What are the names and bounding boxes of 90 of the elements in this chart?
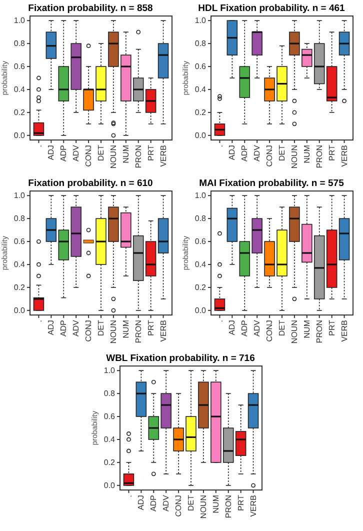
x-tick-label: VERB — [158, 320, 168, 342]
x-tick-label: DET — [96, 144, 106, 161]
x-tick-label: PRT — [146, 144, 156, 161]
x-tick-label: . — [34, 320, 44, 322]
x-tick-label: NOUN — [199, 494, 208, 519]
y-tick-label: 0.4 — [194, 260, 207, 270]
y-tick-label: 0.2 — [194, 108, 207, 118]
x-tick-label: ADJ — [228, 320, 237, 336]
x-tick-label: CONJ — [84, 320, 94, 342]
y-tick-label: 0.4 — [104, 435, 116, 444]
y-tick-label: 0.4 — [194, 85, 207, 94]
x-tick-label: PRON — [134, 144, 143, 168]
x-tick-label: ADV — [72, 319, 81, 336]
x-tick-label: ADP — [59, 145, 68, 162]
x-tick-label: CONJ — [265, 145, 274, 167]
y-tick-label: 0.8 — [14, 214, 26, 224]
x-tick-label: PRON — [314, 144, 324, 168]
chart-title: Fixation probability. n = 610 — [28, 178, 153, 189]
x-tick-label: PRT — [146, 320, 156, 336]
x-tick-label: VERB — [340, 320, 349, 342]
y-tick-label: 0.8 — [14, 39, 26, 48]
x-tick-label: NOUN — [290, 320, 300, 344]
x-tick-label: ADJ — [46, 320, 56, 336]
x-tick-label: ADJ — [46, 145, 56, 160]
chart-title: WBL Fixation probability. n = 716 — [106, 353, 255, 364]
x-tick-label: . — [124, 495, 134, 498]
y-tick-label: 0.2 — [14, 108, 26, 118]
y-tick-label: 0.8 — [194, 214, 207, 224]
chart-title: MAI Fixation probability. n = 575 — [199, 178, 345, 189]
x-tick-label: VERB — [248, 495, 258, 517]
y-tick-label: 1.0 — [14, 191, 26, 200]
x-tick-label: DET — [278, 144, 287, 161]
y-tick-label: 0.4 — [14, 85, 26, 94]
y-tick-label: 0.0 — [14, 306, 26, 315]
y-tick-label: 0.8 — [194, 39, 207, 48]
chart-title: HDL Fixation probability. n = 461 — [198, 3, 346, 14]
x-tick-label: PRT — [327, 320, 336, 336]
y-tick-label: 1.0 — [194, 191, 207, 200]
x-tick-label: NOUN — [109, 320, 118, 344]
x-tick-label: ADP — [59, 320, 68, 336]
x-tick-label: DET — [278, 320, 287, 336]
x-tick-label: PRT — [236, 494, 246, 511]
y-tick-label: 1.0 — [104, 366, 116, 376]
x-tick-label: . — [34, 145, 44, 148]
chart-title: Fixation probability. n = 858 — [28, 3, 153, 14]
x-tick-label: ADJ — [136, 495, 146, 510]
x-tick-label: VERB — [158, 145, 168, 167]
x-tick-label: NOUN — [109, 144, 118, 169]
y-tick-label: 1.0 — [14, 16, 26, 26]
x-tick-label: CONJ — [265, 320, 274, 342]
x-tick-label: NUM — [302, 320, 312, 338]
y-tick-label: 0.0 — [14, 130, 26, 140]
x-tick-label: CONJ — [174, 495, 184, 517]
x-tick-label: NUM — [302, 144, 312, 164]
x-tick-label: . — [215, 145, 224, 148]
x-tick-label: NUM — [211, 494, 220, 514]
x-tick-label: ADP — [149, 495, 158, 512]
y-tick-label: 0.6 — [14, 62, 26, 72]
y-tick-label: 0.2 — [14, 283, 26, 292]
y-tick-label: 0.6 — [194, 62, 207, 72]
x-tick-label: DET — [96, 320, 106, 336]
x-tick-label: DET — [186, 494, 196, 511]
x-tick-label: NUM — [121, 144, 130, 164]
x-tick-label: ADJ — [228, 145, 237, 160]
x-tick-label: CONJ — [84, 145, 94, 167]
x-tick-label: ADV — [252, 319, 262, 336]
x-tick-label: ADP — [240, 320, 250, 336]
x-tick-label: NUM — [121, 320, 130, 338]
y-tick-label: 0.8 — [104, 389, 116, 398]
y-tick-label: 0.6 — [14, 237, 26, 246]
x-tick-label: PRT — [327, 144, 336, 161]
y-tick-label: 0.4 — [14, 260, 26, 270]
x-tick-label: NOUN — [290, 144, 300, 169]
y-tick-label: 0.6 — [194, 237, 207, 246]
x-tick-label: PRON — [224, 494, 233, 518]
x-tick-label: PRON — [134, 320, 143, 344]
x-tick-label: PRON — [314, 320, 324, 344]
y-tick-label: 0.0 — [194, 130, 207, 140]
x-tick-label: ADV — [72, 144, 81, 162]
y-tick-label: 1.0 — [194, 16, 207, 26]
x-tick-label: ADV — [162, 494, 171, 512]
x-tick-label: . — [215, 320, 224, 322]
x-tick-label: ADP — [240, 145, 250, 162]
y-tick-label: 0.2 — [104, 458, 116, 468]
y-tick-label: 0.0 — [194, 306, 207, 315]
x-tick-label: VERB — [340, 145, 349, 167]
x-tick-label: ADV — [252, 144, 262, 162]
y-tick-label: 0.6 — [104, 412, 116, 422]
y-tick-label: 0.0 — [104, 480, 116, 490]
y-tick-label: 0.2 — [194, 283, 207, 292]
